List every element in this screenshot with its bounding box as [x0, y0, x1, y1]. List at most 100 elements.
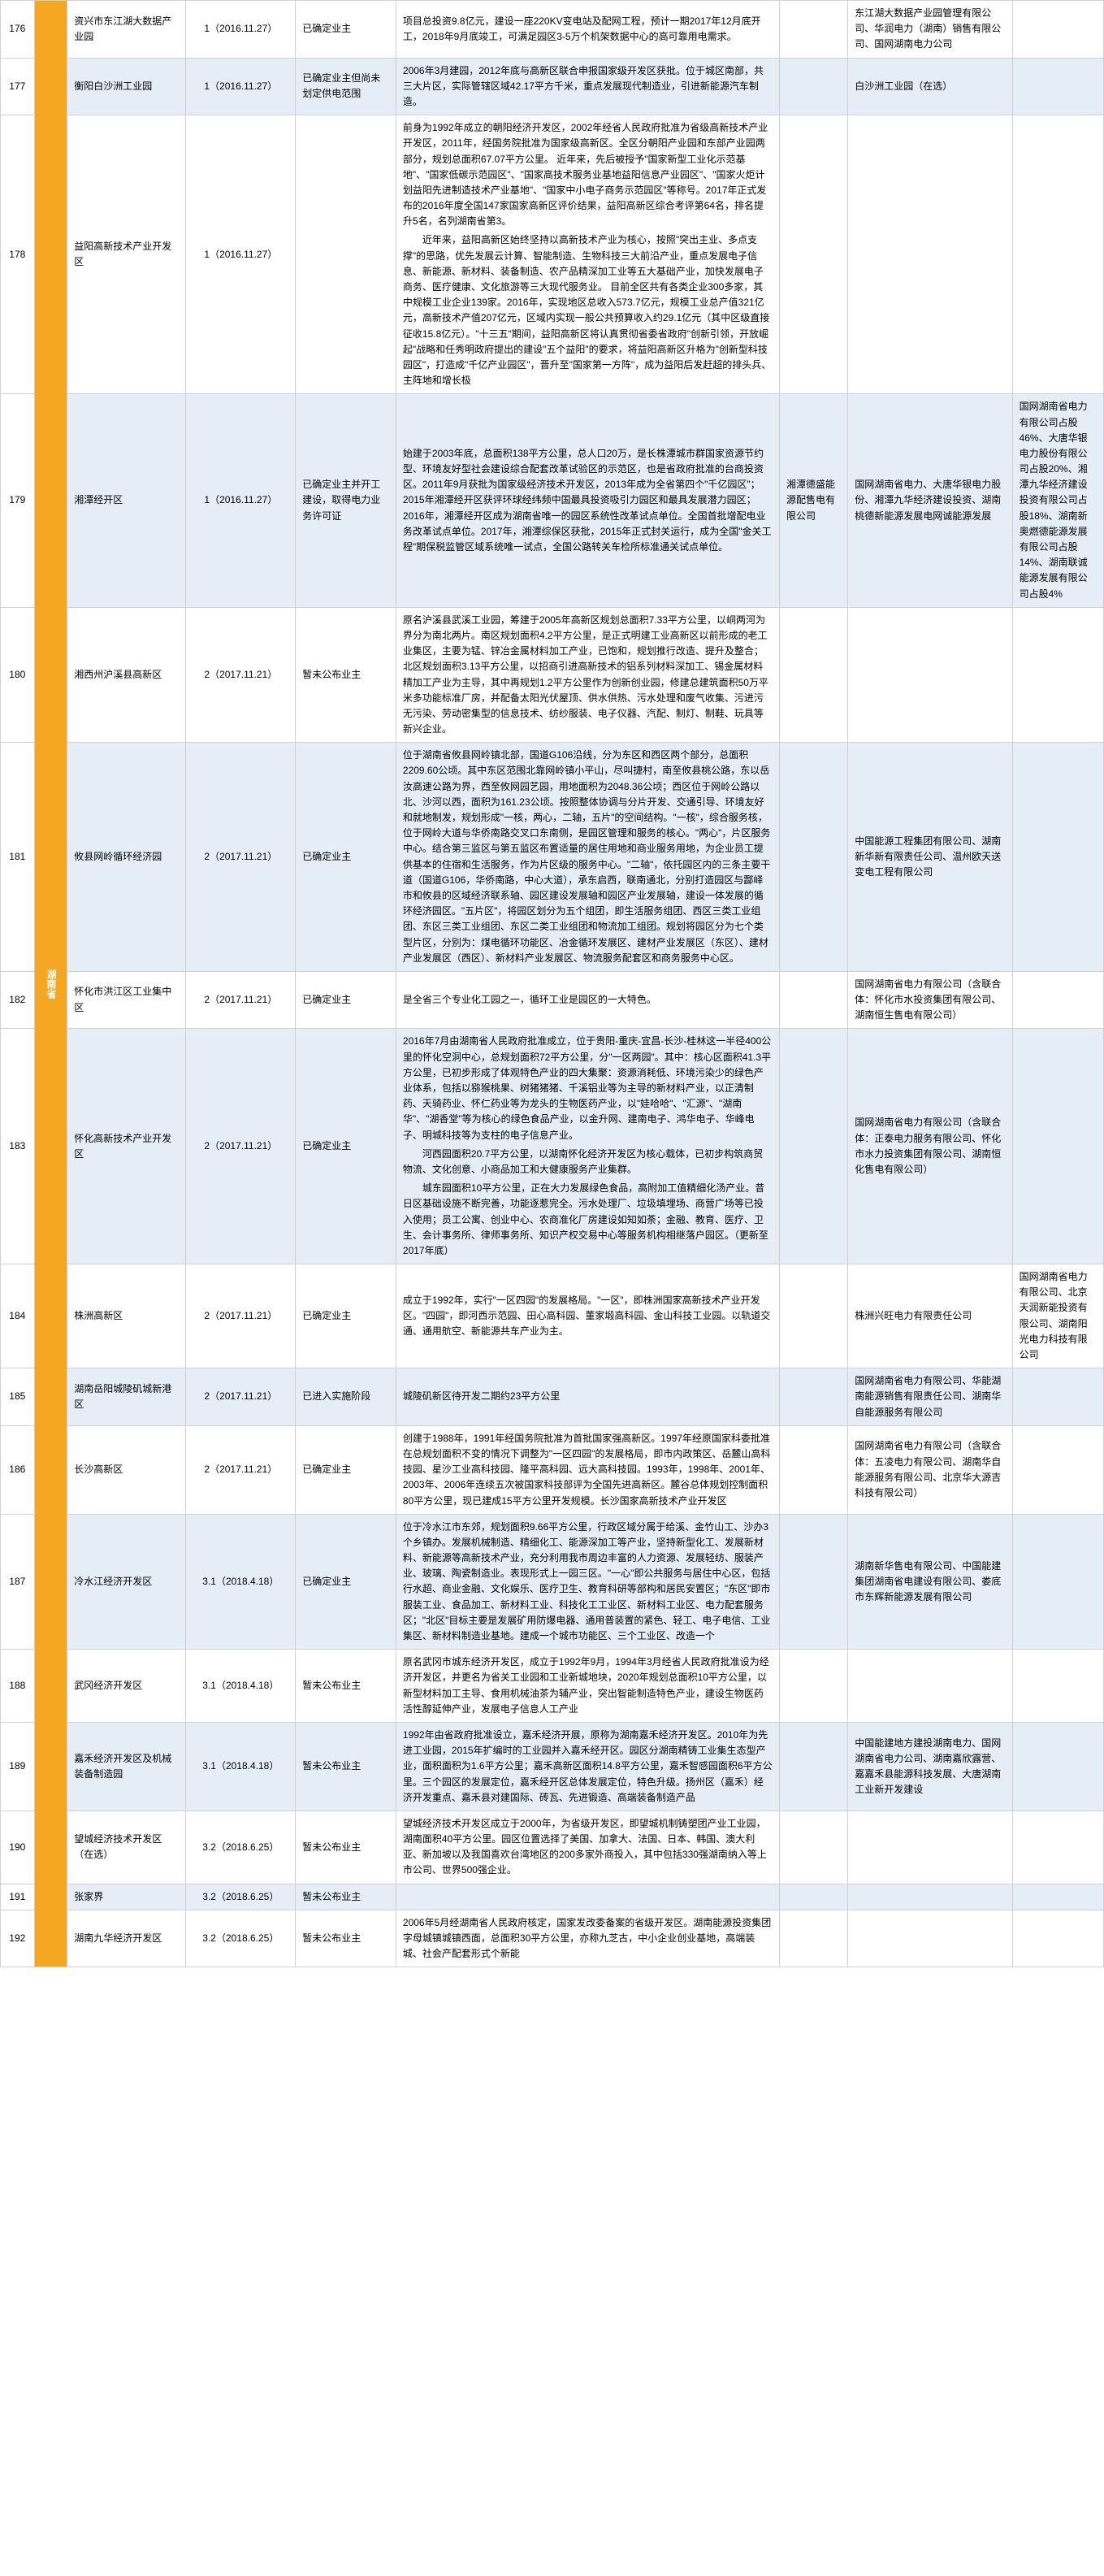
batch-cell: 1（2016.11.27） — [186, 1, 296, 59]
supply-cell — [779, 1650, 847, 1723]
description-cell: 前身为1992年成立的朝阳经济开发区，2002年经省人民政府批准为省级高新技术产… — [396, 115, 779, 394]
status-cell: 已确定业主并开工建设，取得电力业务许可证 — [296, 394, 396, 607]
zone-name: 衡阳白沙洲工业园 — [67, 58, 186, 115]
status-cell — [296, 115, 396, 394]
batch-cell: 3.2（2018.6.25） — [186, 1811, 296, 1884]
description-cell: 2006年3月建园，2012年底与高新区联合申报国家级开发区获批。位于城区南部，… — [396, 58, 779, 115]
zone-name: 嘉禾经济开发区及机械装备制造园 — [67, 1722, 186, 1811]
zone-name: 湘西州沪溪县高新区 — [67, 607, 186, 743]
row-index: 184 — [1, 1264, 35, 1368]
zone-name: 湖南岳阳城陵矶城新港区 — [67, 1368, 186, 1426]
batch-cell: 2（2017.11.21） — [186, 971, 296, 1029]
row-index: 183 — [1, 1029, 35, 1264]
company-cell — [848, 1811, 1012, 1884]
zone-name: 资兴市东江湖大数据产业园 — [67, 1, 186, 59]
supply-cell — [779, 1884, 847, 1910]
zone-name: 湘潭经开区 — [67, 394, 186, 607]
description-cell: 始建于2003年底，总面积138平方公里，总人口20万，是长株潭城市群国家资源节… — [396, 394, 779, 607]
company-cell: 东江湖大数据产业园管理有限公司、华润电力（湖南）销售有限公司、国网湖南电力公司 — [848, 1, 1012, 59]
status-cell: 已确定业主 — [296, 971, 396, 1029]
batch-cell: 1（2016.11.27） — [186, 115, 296, 394]
table-row: 187冷水江经济开发区3.1（2018.4.18）已确定业主位于冷水江市东郊，规… — [1, 1514, 1104, 1650]
table-row: 181攸县网岭循环经济园2（2017.11.21）已确定业主位于湖南省攸县网岭镇… — [1, 743, 1104, 972]
table-row: 190望城经济技术开发区（在选）3.2（2018.6.25）暂未公布业主望城经济… — [1, 1811, 1104, 1884]
table-row: 192湖南九华经济开发区3.2（2018.6.25）暂未公布业主2006年5月经… — [1, 1910, 1104, 1967]
note-cell — [1012, 115, 1103, 394]
province-cell: 湖南省 — [34, 1, 67, 1967]
data-table: 176湖南省资兴市东江湖大数据产业园1（2016.11.27）已确定业主项目总投… — [0, 0, 1104, 1967]
status-cell: 已进入实施阶段 — [296, 1368, 396, 1426]
description-cell: 1992年由省政府批准设立，嘉禾经济开展，原称为湖南嘉禾经济开发区。2010年为… — [396, 1722, 779, 1811]
zone-name: 冷水江经济开发区 — [67, 1514, 186, 1650]
company-cell — [848, 1910, 1012, 1967]
zone-name: 张家界 — [67, 1884, 186, 1910]
description-cell — [396, 1884, 779, 1910]
supply-cell — [779, 1910, 847, 1967]
status-cell: 暂未公布业主 — [296, 1650, 396, 1723]
table-row: 186长沙高新区2（2017.11.21）已确定业主创建于1988年，1991年… — [1, 1425, 1104, 1514]
supply-cell — [779, 1368, 847, 1426]
company-cell — [848, 1884, 1012, 1910]
row-index: 177 — [1, 58, 35, 115]
note-cell — [1012, 607, 1103, 743]
supply-cell — [779, 1425, 847, 1514]
note-cell — [1012, 1884, 1103, 1910]
supply-cell — [779, 115, 847, 394]
supply-cell — [779, 607, 847, 743]
supply-cell — [779, 1722, 847, 1811]
table-row: 180湘西州沪溪县高新区2（2017.11.21）暂未公布业主原名沪溪县武溪工业… — [1, 607, 1104, 743]
status-cell: 暂未公布业主 — [296, 1811, 396, 1884]
batch-cell: 2（2017.11.21） — [186, 1264, 296, 1368]
batch-cell: 1（2016.11.27） — [186, 58, 296, 115]
zone-name: 怀化高新技术产业开发区 — [67, 1029, 186, 1264]
table-row: 178益阳高新技术产业开发区1（2016.11.27）前身为1992年成立的朝阳… — [1, 115, 1104, 394]
company-cell — [848, 607, 1012, 743]
supply-cell — [779, 58, 847, 115]
status-cell: 已确定业主 — [296, 1514, 396, 1650]
company-cell: 中国能源工程集团有限公司、湖南新华新有限责任公司、温州欧天送变电工程有限公司 — [848, 743, 1012, 972]
zone-name: 攸县网岭循环经济园 — [67, 743, 186, 972]
batch-cell: 2（2017.11.21） — [186, 607, 296, 743]
zone-name: 湖南九华经济开发区 — [67, 1910, 186, 1967]
batch-cell: 3.1（2018.4.18） — [186, 1514, 296, 1650]
table-row: 188武冈经济开发区3.1（2018.4.18）暂未公布业主原名武冈市城东经济开… — [1, 1650, 1104, 1723]
row-index: 191 — [1, 1884, 35, 1910]
table-row: 184株洲高新区2（2017.11.21）已确定业主成立于1992年，实行"一区… — [1, 1264, 1104, 1368]
row-index: 188 — [1, 1650, 35, 1723]
company-cell — [848, 1650, 1012, 1723]
table-row: 185湖南岳阳城陵矶城新港区2（2017.11.21）已进入实施阶段城陵矶新区待… — [1, 1368, 1104, 1426]
batch-cell: 2（2017.11.21） — [186, 1425, 296, 1514]
zone-name: 长沙高新区 — [67, 1425, 186, 1514]
description-cell: 项目总投资9.8亿元，建设一座220KV变电站及配网工程，预计一期2017年12… — [396, 1, 779, 59]
company-cell: 中国能建地方建投湖南电力、国网湖南省电力公司、湖南嘉欣露营、嘉嘉禾县能源科技发展… — [848, 1722, 1012, 1811]
description-cell: 是全省三个专业化工园之一，循环工业是园区的一大特色。 — [396, 971, 779, 1029]
company-cell: 国网湖南省电力有限公司、华能湖南能源销售有限责任公司、湖南华自能源服务有限公司 — [848, 1368, 1012, 1426]
company-cell: 国网湖南省电力有限公司（含联合体：五凌电力有限公司、湖南华自能源服务有限公司、北… — [848, 1425, 1012, 1514]
batch-cell: 3.1（2018.4.18） — [186, 1650, 296, 1723]
status-cell: 已确定业主但尚未划定供电范围 — [296, 58, 396, 115]
batch-cell: 3.2（2018.6.25） — [186, 1910, 296, 1967]
batch-cell: 3.2（2018.6.25） — [186, 1884, 296, 1910]
company-cell: 国网湖南省电力、大唐华银电力股份、湘潭九华经济建设投资、湖南桃德新能源发展电网诚… — [848, 394, 1012, 607]
note-cell — [1012, 1514, 1103, 1650]
note-cell — [1012, 1722, 1103, 1811]
batch-cell: 2（2017.11.21） — [186, 1029, 296, 1264]
row-index: 187 — [1, 1514, 35, 1650]
supply-cell — [779, 1811, 847, 1884]
supply-cell — [779, 1, 847, 59]
note-cell — [1012, 743, 1103, 972]
row-index: 180 — [1, 607, 35, 743]
row-index: 182 — [1, 971, 35, 1029]
batch-cell: 1（2016.11.27） — [186, 394, 296, 607]
status-cell: 暂未公布业主 — [296, 1910, 396, 1967]
note-cell — [1012, 1029, 1103, 1264]
supply-cell: 湘潭德盛能源配售电有限公司 — [779, 394, 847, 607]
status-cell: 暂未公布业主 — [296, 1722, 396, 1811]
batch-cell: 2（2017.11.21） — [186, 1368, 296, 1426]
status-cell: 已确定业主 — [296, 1425, 396, 1514]
status-cell: 已确定业主 — [296, 1264, 396, 1368]
row-index: 176 — [1, 1, 35, 59]
company-cell: 国网湖南省电力有限公司（含联合体：怀化市水投资集团有限公司、湖南恒生售电有限公司… — [848, 971, 1012, 1029]
description-cell: 望城经济技术开发区成立于2000年，为省级开发区，即望城机制铸塑团产业工业园，湖… — [396, 1811, 779, 1884]
status-cell: 暂未公布业主 — [296, 1884, 396, 1910]
